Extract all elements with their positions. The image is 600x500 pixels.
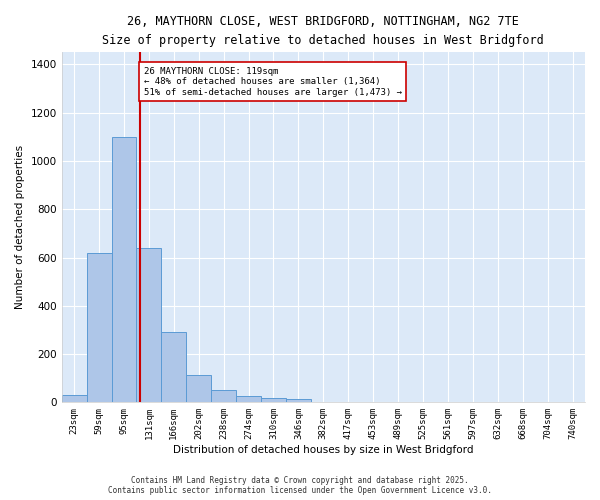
Bar bbox=[86, 252, 112, 402]
Bar bbox=[236, 396, 261, 402]
Bar bbox=[161, 332, 186, 402]
Bar bbox=[112, 137, 136, 402]
Title: 26, MAYTHORN CLOSE, WEST BRIDGFORD, NOTTINGHAM, NG2 7TE
Size of property relativ: 26, MAYTHORN CLOSE, WEST BRIDGFORD, NOTT… bbox=[103, 15, 544, 47]
Y-axis label: Number of detached properties: Number of detached properties bbox=[15, 146, 25, 310]
Bar bbox=[286, 398, 311, 402]
Bar bbox=[62, 395, 86, 402]
X-axis label: Distribution of detached houses by size in West Bridgford: Distribution of detached houses by size … bbox=[173, 445, 473, 455]
Bar bbox=[186, 374, 211, 402]
Text: Contains HM Land Registry data © Crown copyright and database right 2025.
Contai: Contains HM Land Registry data © Crown c… bbox=[108, 476, 492, 495]
Text: 26 MAYTHORN CLOSE: 119sqm
← 48% of detached houses are smaller (1,364)
51% of se: 26 MAYTHORN CLOSE: 119sqm ← 48% of detac… bbox=[144, 67, 402, 96]
Bar bbox=[261, 398, 286, 402]
Bar bbox=[211, 390, 236, 402]
Bar bbox=[136, 248, 161, 402]
